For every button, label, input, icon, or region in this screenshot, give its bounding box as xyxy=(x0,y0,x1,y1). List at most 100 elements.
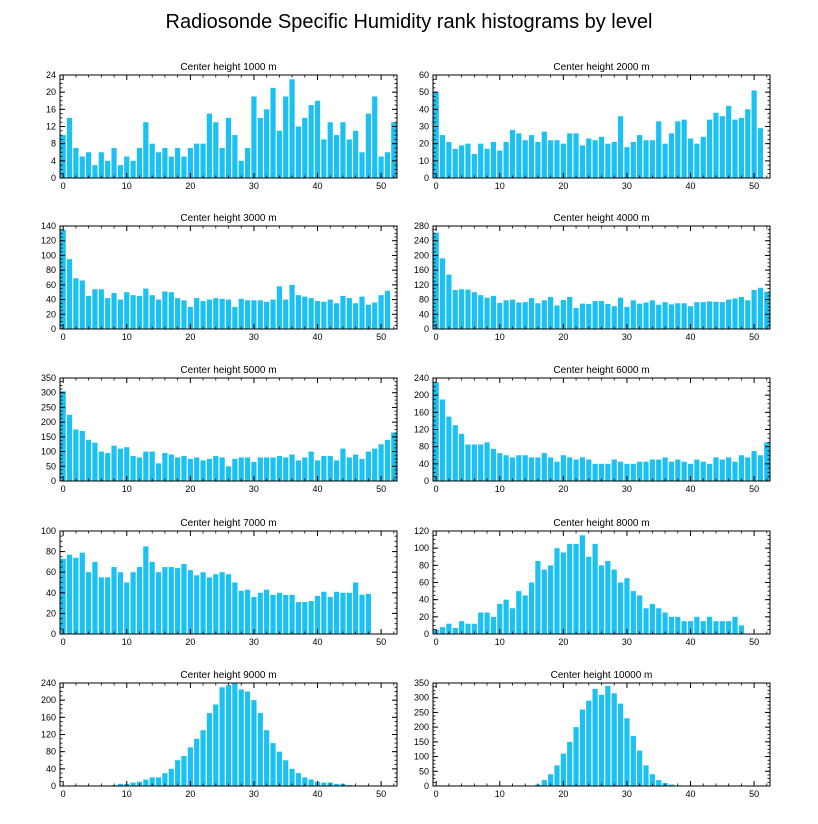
histogram-bar xyxy=(490,448,497,481)
histogram-bar xyxy=(302,457,308,481)
histogram-bar xyxy=(238,160,244,178)
histogram-bar xyxy=(295,295,302,329)
x-tick-label: 40 xyxy=(686,181,696,191)
histogram-bar xyxy=(340,122,346,178)
panel-title: Center height 10000 m xyxy=(551,670,653,681)
x-tick-label: 0 xyxy=(61,181,66,191)
y-tick-label: 120 xyxy=(414,526,429,536)
histogram-bar xyxy=(219,572,225,634)
panel-title: Center height 8000 m xyxy=(553,518,649,529)
histogram-bar xyxy=(560,455,566,481)
histogram-bar xyxy=(700,136,706,178)
y-tick-label: 40 xyxy=(419,459,429,469)
histogram-bar xyxy=(579,457,586,481)
histogram-bar xyxy=(283,760,289,786)
histogram-bar xyxy=(136,567,143,634)
y-tick-label: 40 xyxy=(419,595,429,605)
histogram-bar xyxy=(270,87,276,179)
histogram-bar xyxy=(452,425,458,481)
histogram-panel: Center height 10000 m 0 10 20 30 40 50 0 50 100 15… xyxy=(414,670,771,799)
histogram-bar xyxy=(738,455,744,481)
histogram-bar xyxy=(276,751,282,786)
histogram-panel: Center height 4000 m 0 10 20 30 40 50 0 40 80 120 1… xyxy=(414,213,771,342)
histogram-bar xyxy=(92,289,98,329)
y-tick-label: 100 xyxy=(41,250,56,260)
y-tick-label: 0 xyxy=(51,781,56,791)
histogram-bar xyxy=(439,258,446,329)
histogram-bar xyxy=(738,625,744,634)
x-tick-label: 0 xyxy=(61,484,66,494)
y-tick-label: 40 xyxy=(46,764,56,774)
y-tick-label: 80 xyxy=(46,747,56,757)
y-tick-label: 240 xyxy=(41,678,56,688)
histogram-bar xyxy=(276,592,282,634)
histogram-bar xyxy=(105,453,111,481)
histogram-panel: Center height 8000 m 0 10 20 30 40 50 0 20 40 60 80… xyxy=(414,518,771,647)
histogram-bar xyxy=(732,298,738,329)
histogram-bar xyxy=(200,143,206,178)
y-tick-label: 0 xyxy=(51,476,56,486)
panel-title: Center height 9000 m xyxy=(180,670,276,681)
x-tick-label: 0 xyxy=(434,484,439,494)
histogram-bar xyxy=(60,558,66,634)
histogram-bar xyxy=(251,96,257,178)
y-tick-label: 80 xyxy=(46,265,56,275)
histogram-bar xyxy=(598,694,605,786)
histogram-bar xyxy=(605,303,611,329)
histogram-bar xyxy=(541,453,547,481)
histogram-bar xyxy=(124,156,130,178)
histogram-bar xyxy=(592,301,598,329)
histogram-bar xyxy=(751,90,757,178)
histogram-bar xyxy=(617,461,624,481)
histogram-bar xyxy=(219,687,225,786)
histogram-bar xyxy=(497,150,503,178)
histogram-bar xyxy=(681,621,687,635)
histogram-bar xyxy=(143,546,149,634)
histogram-bar xyxy=(219,457,225,481)
histogram-bar xyxy=(194,457,200,481)
histogram-bar xyxy=(391,122,397,178)
histogram-bar xyxy=(308,779,314,786)
histogram-bar xyxy=(194,298,200,329)
histogram-bar xyxy=(168,292,174,329)
x-tick-label: 20 xyxy=(558,181,568,191)
y-tick-label: 200 xyxy=(41,695,56,705)
histogram-bar xyxy=(92,442,98,481)
histogram-bar xyxy=(617,297,624,329)
histogram-bar xyxy=(257,117,263,178)
x-tick-label: 0 xyxy=(434,637,439,647)
histogram-bar xyxy=(327,122,333,178)
histogram-bar xyxy=(726,299,732,329)
y-tick-label: 100 xyxy=(41,447,56,457)
histogram-bar xyxy=(465,289,471,329)
histogram-bar xyxy=(668,304,675,329)
histogram-bar xyxy=(244,147,251,178)
histogram-bar xyxy=(391,432,397,481)
histogram-bar xyxy=(528,457,535,481)
histogram-bar xyxy=(605,685,611,786)
histogram-bar xyxy=(713,301,719,329)
y-tick-label: 40 xyxy=(419,309,429,319)
x-tick-label: 20 xyxy=(558,637,568,647)
x-tick-label: 0 xyxy=(61,637,66,647)
x-tick-label: 40 xyxy=(686,637,696,647)
y-tick-label: 0 xyxy=(424,324,429,334)
histogram-bar xyxy=(257,713,263,786)
histogram-panel: Center height 9000 m 0 10 20 30 40 50 0 40 80 120 1… xyxy=(41,670,398,799)
histogram-bar xyxy=(726,457,732,481)
histogram-bar xyxy=(548,457,554,481)
histogram-bar xyxy=(503,141,509,178)
histogram-bar xyxy=(232,582,238,634)
histogram-bar xyxy=(225,574,232,634)
histogram-bar xyxy=(668,461,675,481)
histogram-bar xyxy=(630,463,636,481)
histogram-bar xyxy=(111,445,117,481)
histogram-bar xyxy=(567,457,573,481)
histogram-bar xyxy=(251,596,257,634)
histogram-bar xyxy=(535,303,541,329)
histogram-bar xyxy=(238,457,244,481)
y-tick-label: 0 xyxy=(424,173,429,183)
histogram-bar xyxy=(522,455,528,481)
histogram-bar xyxy=(719,302,725,329)
histogram-bar xyxy=(124,582,130,634)
